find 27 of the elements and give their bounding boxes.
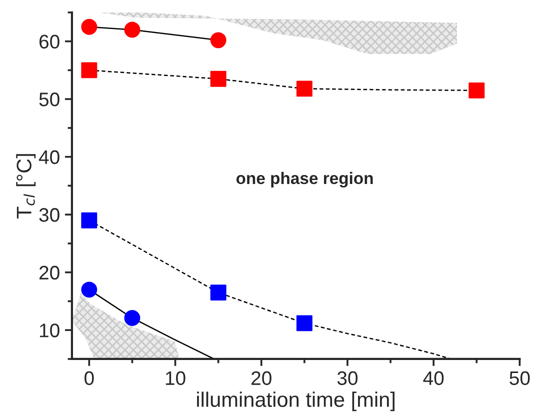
point: [81, 212, 98, 228]
x-tick-label: 0: [84, 371, 94, 386]
x-tick-label: 40: [423, 371, 444, 386]
y-axis-title: T$_{cl}$ [°C]: [16, 154, 36, 218]
y-tick-label: 30: [39, 208, 60, 222]
y-tick-label: 20: [40, 266, 60, 280]
y-tick-label: 60: [40, 34, 60, 49]
point: [296, 80, 312, 97]
y-tick-label: 40: [38, 150, 60, 164]
y-tick-label: 10: [40, 324, 60, 338]
point: [81, 282, 98, 298]
point: [210, 284, 226, 301]
y-tick-label: 50: [39, 92, 60, 106]
point: [468, 82, 485, 98]
point: [296, 315, 312, 332]
x-tick-label: 10: [166, 371, 186, 386]
x-tick-label: 20: [252, 371, 272, 386]
x-tick-label: 30: [337, 371, 358, 386]
x-tick-label: 50: [510, 371, 530, 386]
point: [124, 22, 140, 38]
annotation: one phase region: [236, 172, 373, 188]
x-axis-title: illumination time [min]: [197, 392, 394, 412]
point: [210, 70, 226, 87]
point: [81, 18, 98, 35]
point: [210, 32, 226, 48]
point: [81, 62, 98, 78]
point: [124, 310, 140, 326]
